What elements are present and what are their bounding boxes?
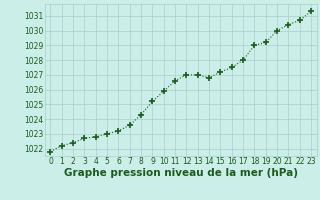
X-axis label: Graphe pression niveau de la mer (hPa): Graphe pression niveau de la mer (hPa) (64, 168, 298, 178)
